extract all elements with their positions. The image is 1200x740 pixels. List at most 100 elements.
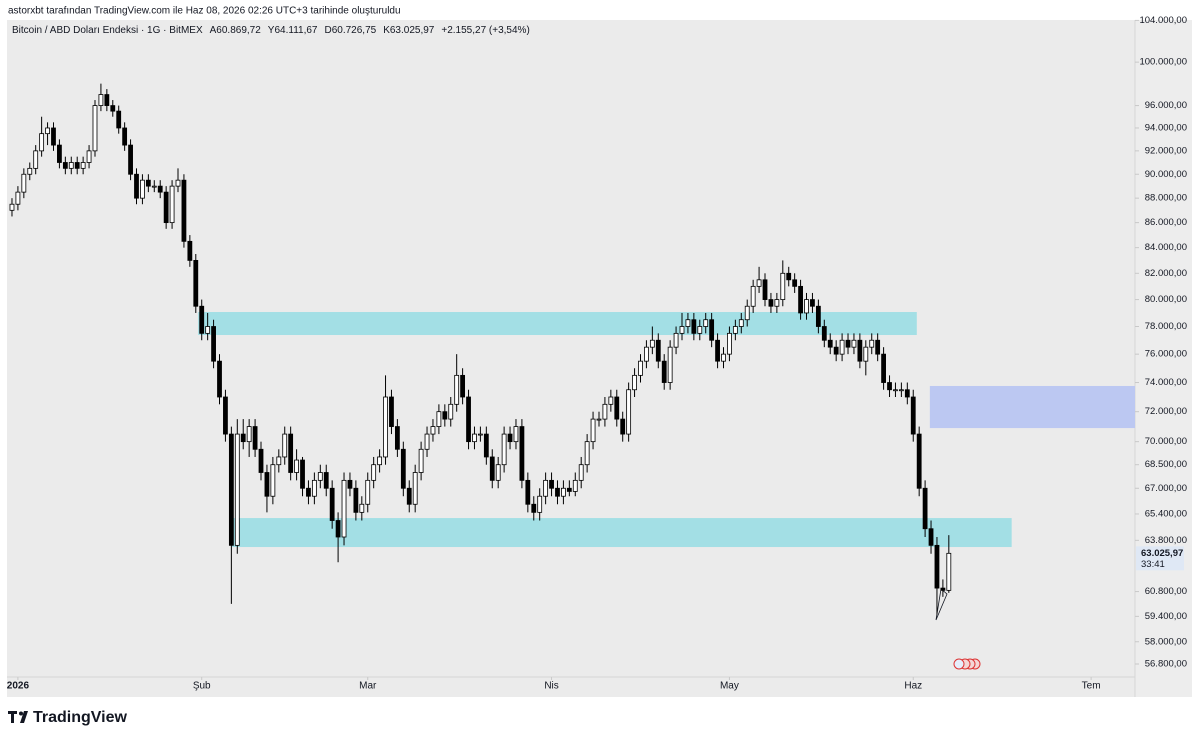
candle-body xyxy=(51,127,56,146)
candle-body xyxy=(572,479,578,492)
y-tick-label: 90.000,00 xyxy=(1145,169,1187,180)
candle-body xyxy=(424,433,430,450)
candle-body xyxy=(300,459,305,489)
drawing-triangle xyxy=(935,588,948,621)
zone xyxy=(929,385,1135,429)
event-flags xyxy=(953,658,981,670)
candle-body xyxy=(187,240,193,261)
candle-body xyxy=(798,285,803,314)
candle-body xyxy=(721,353,726,362)
candle-body xyxy=(543,479,549,497)
candle-body xyxy=(151,185,157,188)
candle-body xyxy=(353,487,359,513)
y-tick-label: 80.000,00 xyxy=(1145,294,1187,305)
y-tick-label: 76.000,00 xyxy=(1145,349,1187,360)
candle-body xyxy=(709,319,715,341)
candle-body xyxy=(703,319,709,327)
candle-body xyxy=(264,472,270,497)
candle-body xyxy=(448,403,454,420)
candle-body xyxy=(383,396,388,458)
y-tick-label: 92.000,00 xyxy=(1145,145,1187,156)
candle-body xyxy=(566,487,572,492)
candle-body xyxy=(845,339,851,348)
candle-body xyxy=(306,487,311,497)
candle-body xyxy=(881,353,886,383)
candle-body xyxy=(501,433,507,466)
candle-body xyxy=(638,360,643,376)
candle-body xyxy=(288,433,294,473)
x-tick-label: Nis xyxy=(544,681,558,692)
candle-body xyxy=(507,433,513,443)
logo-mark xyxy=(8,711,17,723)
candle-body xyxy=(294,459,299,473)
candle-body xyxy=(555,487,560,497)
candle-body xyxy=(199,305,205,334)
candle-body xyxy=(644,346,649,362)
candle-body xyxy=(430,426,436,435)
candle-body xyxy=(377,456,383,466)
zone xyxy=(231,518,1012,548)
countdown: 33:41 xyxy=(1141,559,1165,570)
candle-body xyxy=(347,479,353,489)
candle-body xyxy=(531,503,537,513)
candle-body xyxy=(223,396,228,435)
candle-body xyxy=(92,105,98,152)
candle-body xyxy=(537,495,543,513)
candle-body xyxy=(86,150,92,163)
candle-body xyxy=(584,441,590,466)
y-tick-label: 100.000,00 xyxy=(1139,57,1187,68)
candle-body xyxy=(39,133,45,152)
y-tick-label: 60.800,00 xyxy=(1145,586,1187,597)
candle-body xyxy=(460,374,466,398)
y-tick-label: 56.800,00 xyxy=(1145,659,1187,670)
candle-body xyxy=(632,374,637,391)
candle-body xyxy=(145,179,151,187)
candle-body xyxy=(104,94,110,106)
candle-body xyxy=(839,339,845,355)
candle-body xyxy=(477,433,483,436)
zone xyxy=(198,312,917,336)
candle-body xyxy=(893,389,898,392)
logo-mark xyxy=(19,711,23,716)
candle-body xyxy=(163,191,169,224)
candle-body xyxy=(193,260,199,307)
ohlc-value: +2.155,27 (+3,54%) xyxy=(441,25,529,36)
candle-body xyxy=(128,144,133,175)
candle-body xyxy=(786,272,792,281)
price-axis xyxy=(1135,20,1192,697)
candle-body xyxy=(371,464,377,481)
candle-body xyxy=(389,396,394,427)
candle-body xyxy=(525,479,531,505)
candle-body xyxy=(549,479,554,489)
candle-body xyxy=(715,339,720,362)
symbol: Bitcoin / ABD Doları Endeksi · 1G · BitM… xyxy=(12,25,203,36)
candle-body xyxy=(940,587,946,591)
candle-body xyxy=(276,456,282,466)
x-tick-label: 2026 xyxy=(7,681,30,692)
candle-body xyxy=(519,426,525,481)
candle-body xyxy=(762,279,768,300)
candle-body xyxy=(175,179,181,187)
candle-body xyxy=(691,319,697,334)
candle-body xyxy=(821,326,827,341)
candle-body xyxy=(946,552,952,591)
candle-body xyxy=(412,472,418,505)
y-tick-label: 58.000,00 xyxy=(1145,636,1187,647)
candle-body xyxy=(57,144,62,163)
chart-pane xyxy=(7,20,1135,697)
candle-body xyxy=(217,360,222,398)
candle-body xyxy=(685,319,691,327)
candle-body xyxy=(608,396,614,405)
candle-body xyxy=(341,479,347,538)
candle-body xyxy=(673,332,679,348)
candle-body xyxy=(442,411,448,420)
candle-body xyxy=(228,433,234,546)
y-tick-label: 59.400,00 xyxy=(1145,611,1187,622)
candle-body xyxy=(922,487,928,530)
candle-body xyxy=(738,319,744,327)
credit: astorxbt tarafından TradingView.com ile … xyxy=(8,6,401,17)
candle-body xyxy=(792,279,798,287)
candle-body xyxy=(400,448,406,489)
brand: TradingView xyxy=(33,709,128,726)
candle-body xyxy=(98,94,104,106)
